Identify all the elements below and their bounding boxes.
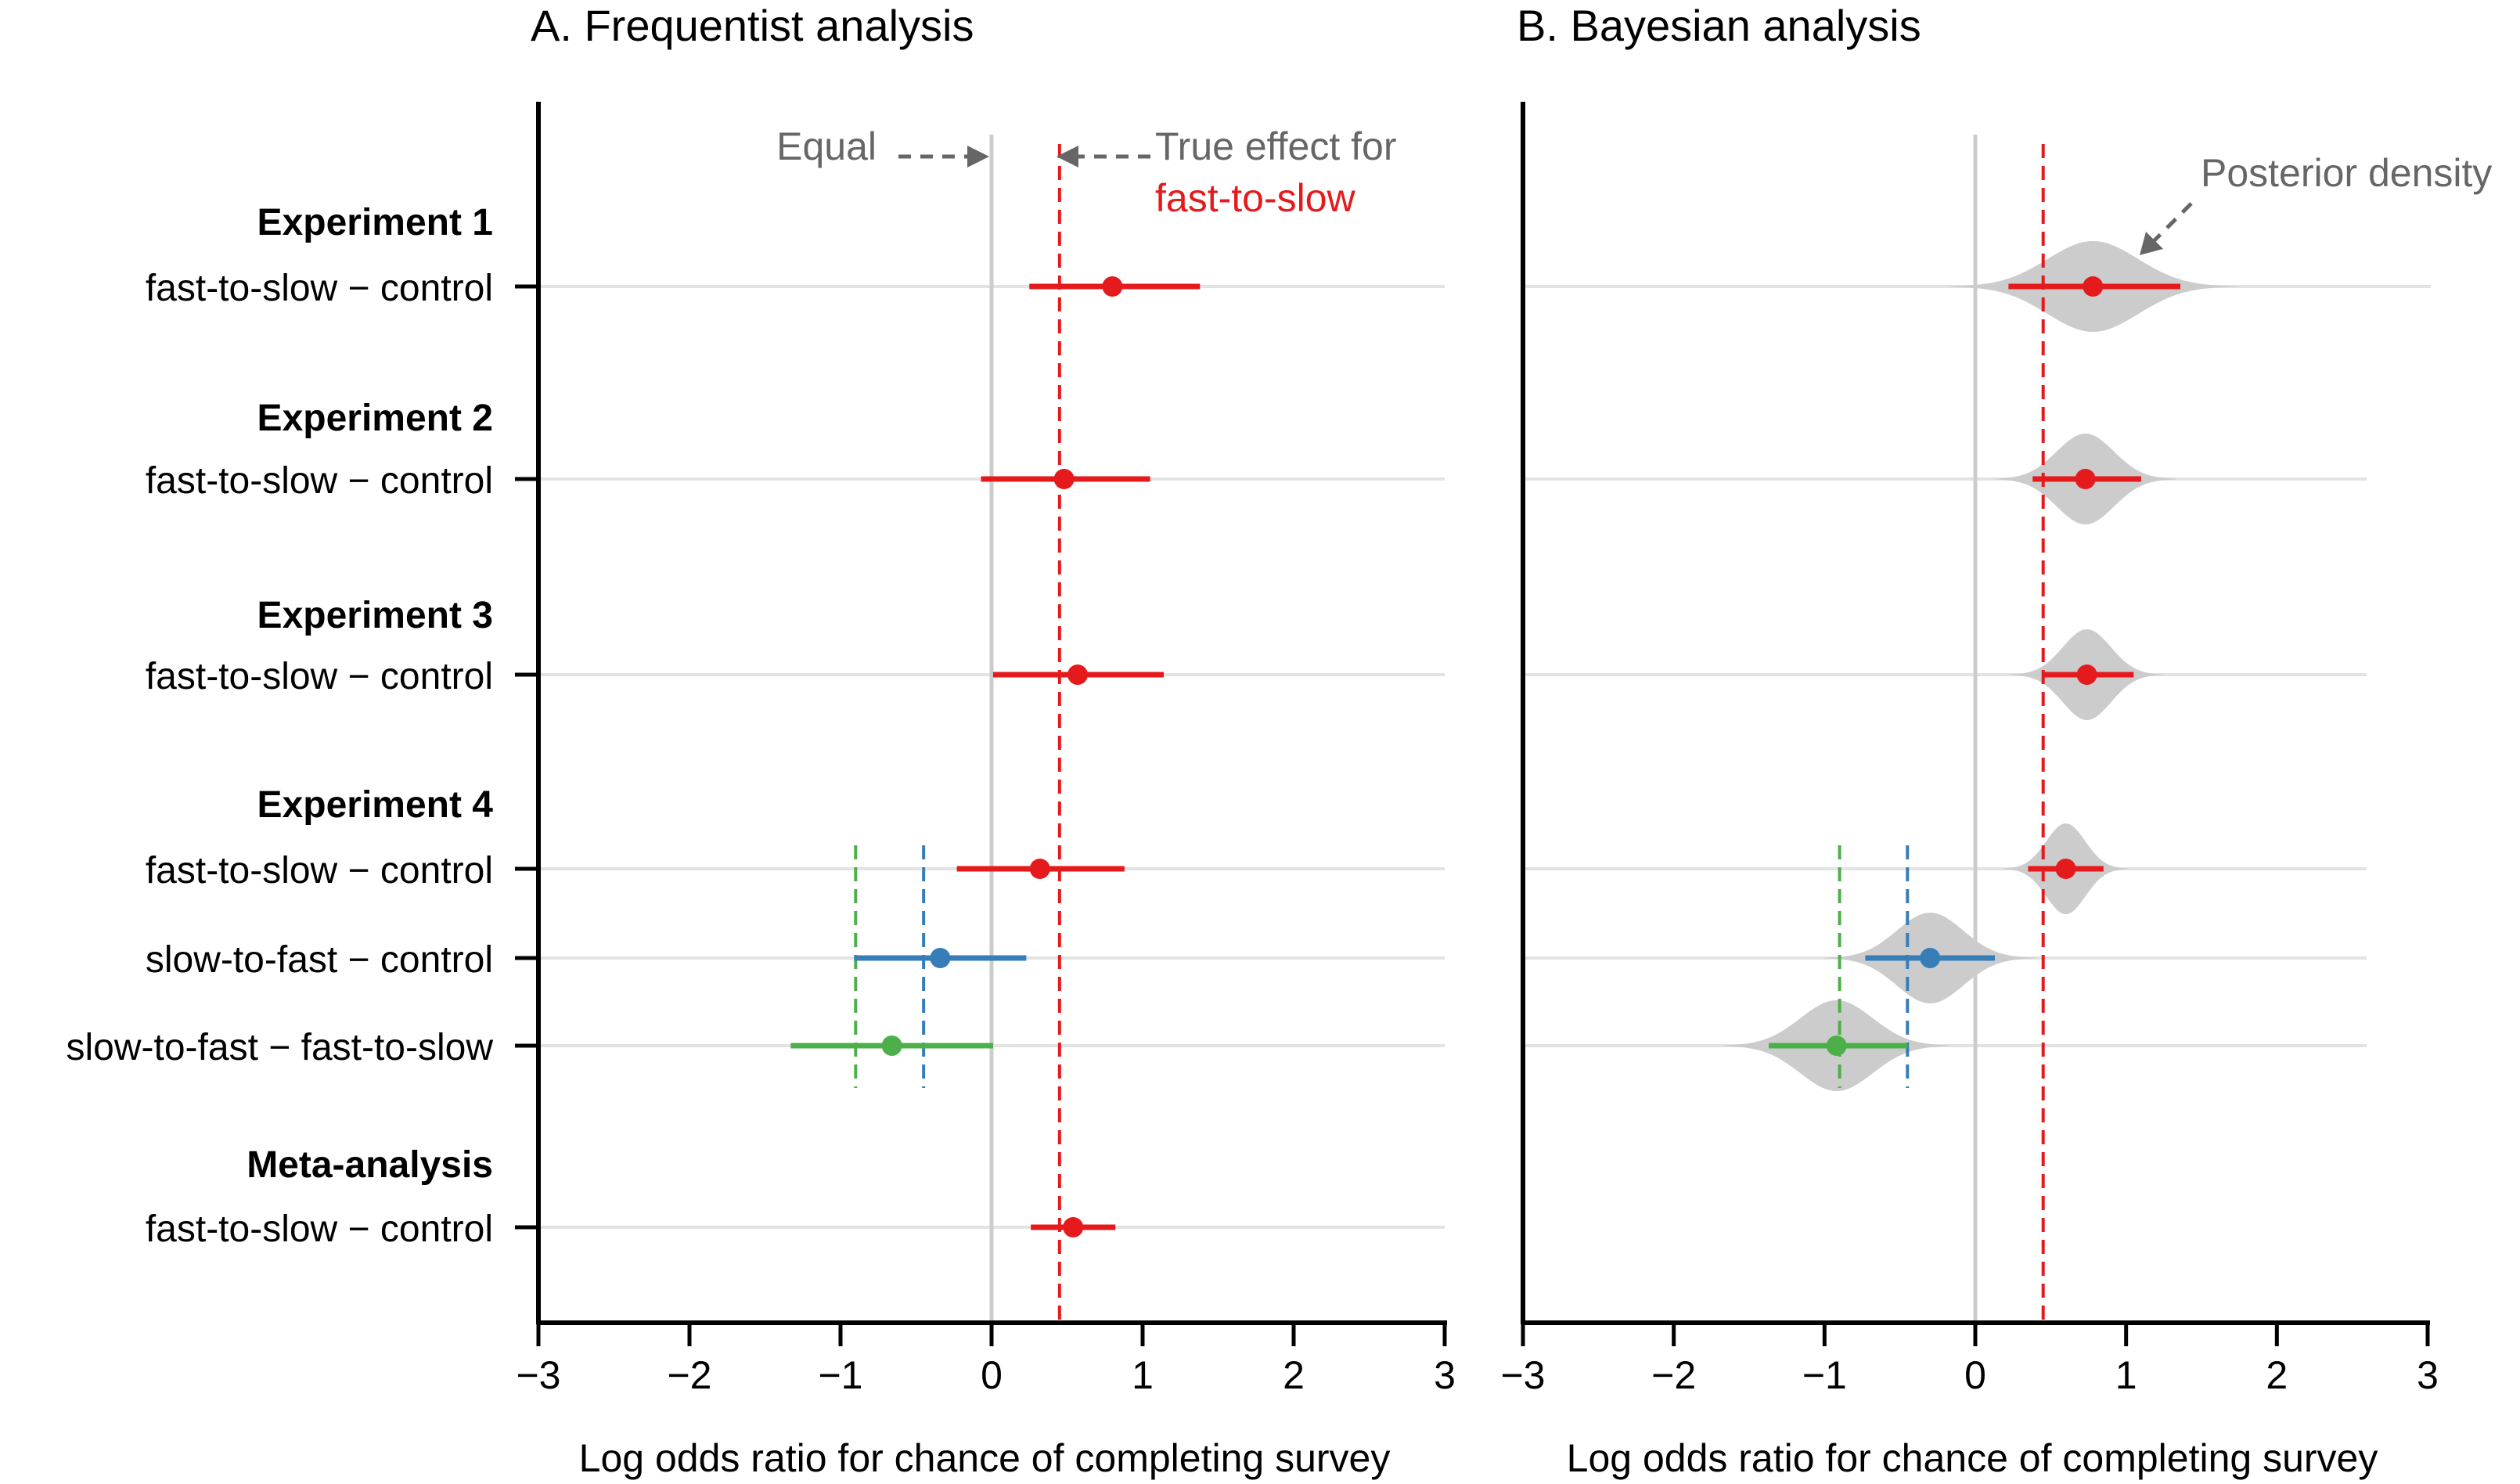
panel-a-gridlines: [538, 135, 1445, 1323]
row-label: fast-to-slow − control: [146, 850, 493, 891]
group-heading: Experiment 2: [257, 398, 493, 439]
x-tick-label: −2: [667, 1353, 711, 1397]
posterior-mean: [2075, 469, 2096, 489]
x-tick-label: 1: [1132, 1353, 1154, 1397]
x-tick-label: 3: [2417, 1353, 2439, 1397]
group-heading: Experiment 3: [257, 595, 493, 636]
equal-label: Equal: [776, 124, 877, 168]
posterior-mean: [2083, 276, 2104, 297]
x-tick-label: 3: [1434, 1353, 1456, 1397]
posterior-mean: [2055, 859, 2076, 879]
true-effect-arrow-head: [1057, 146, 1078, 167]
bayesian-panel: B. Bayesian analysis −3 −2 −1 0 1 2 3 Log odds…: [1500, 1, 2492, 1480]
equal-annotation: Equal: [776, 124, 989, 168]
point-estimate: [1063, 1217, 1084, 1237]
x-tick-label: 2: [2266, 1353, 2288, 1397]
posterior-density-arrow-shaft: [2152, 202, 2193, 243]
posterior-density-label: Posterior density: [2201, 151, 2492, 195]
point-estimate: [881, 1036, 902, 1056]
point-estimate: [1067, 665, 1089, 685]
panel-a-x-ticks: −3 −2 −1 0 1 2 3: [516, 1323, 1456, 1397]
true-effect-annotation: True effect for fast-to-slow: [1057, 124, 1396, 220]
row-label: slow-to-fast − control: [146, 939, 493, 981]
row-label: fast-to-slow − control: [146, 460, 493, 502]
group-heading: Experiment 4: [257, 784, 494, 826]
posterior-density-arrow-head: [2140, 232, 2163, 255]
panel-b-reference-lines: [1838, 144, 2045, 1323]
x-tick-label: −2: [1651, 1353, 1696, 1397]
x-tick-label: 1: [2115, 1353, 2137, 1397]
panel-a-x-axis-label: Log odds ratio for chance of completing …: [579, 1436, 1391, 1480]
group-heading: Meta-analysis: [247, 1144, 493, 1186]
posterior-mean: [1826, 1036, 1847, 1056]
point-estimate: [1102, 276, 1123, 297]
frequentist-panel: A. Frequentist analysis −3 −2 −1 0 1 2 3 Exper…: [67, 1, 1456, 1480]
x-tick-label: −1: [818, 1353, 862, 1397]
panel-b-x-ticks: −3 −2 −1 0 1 2 3: [1500, 1323, 2439, 1397]
group-heading: Experiment 1: [257, 202, 493, 243]
posterior-density-annotation: Posterior density: [2140, 151, 2492, 255]
panel-b-estimates: [1769, 276, 2181, 1056]
panel-b-x-axis-label: Log odds ratio for chance of completing …: [1567, 1436, 2378, 1480]
point-estimate: [1029, 859, 1050, 879]
x-tick-label: −3: [1500, 1353, 1545, 1397]
x-tick-label: 0: [981, 1353, 1003, 1397]
x-tick-label: 0: [1964, 1353, 1986, 1397]
panel-b-title: B. Bayesian analysis: [1517, 1, 1921, 50]
panel-a-title: A. Frequentist analysis: [531, 1, 974, 50]
x-tick-label: −1: [1802, 1353, 1847, 1397]
row-label: fast-to-slow − control: [146, 1208, 493, 1250]
true-effect-label: True effect for: [1155, 124, 1396, 168]
row-label: fast-to-slow − control: [146, 268, 493, 309]
point-estimate: [1053, 469, 1075, 489]
row-label: slow-to-fast − fast-to-slow: [67, 1027, 494, 1068]
posterior-mean: [2076, 665, 2097, 685]
x-tick-label: −3: [516, 1353, 560, 1397]
point-estimate: [930, 948, 951, 968]
posterior-mean: [1920, 948, 1941, 968]
row-label: fast-to-slow − control: [146, 656, 493, 697]
x-tick-label: 2: [1283, 1353, 1305, 1397]
true-effect-label-accent: fast-to-slow: [1155, 176, 1356, 220]
equal-arrow-head: [967, 146, 989, 167]
panel-b-posterior-densities: [1720, 241, 2238, 1091]
panel-b-gridlines: [1523, 135, 2431, 1323]
panel-a-estimates: [790, 144, 1201, 1323]
panel-a-row-labels: Experiment 1 fast-to-slow − control Experi…: [67, 202, 494, 1250]
